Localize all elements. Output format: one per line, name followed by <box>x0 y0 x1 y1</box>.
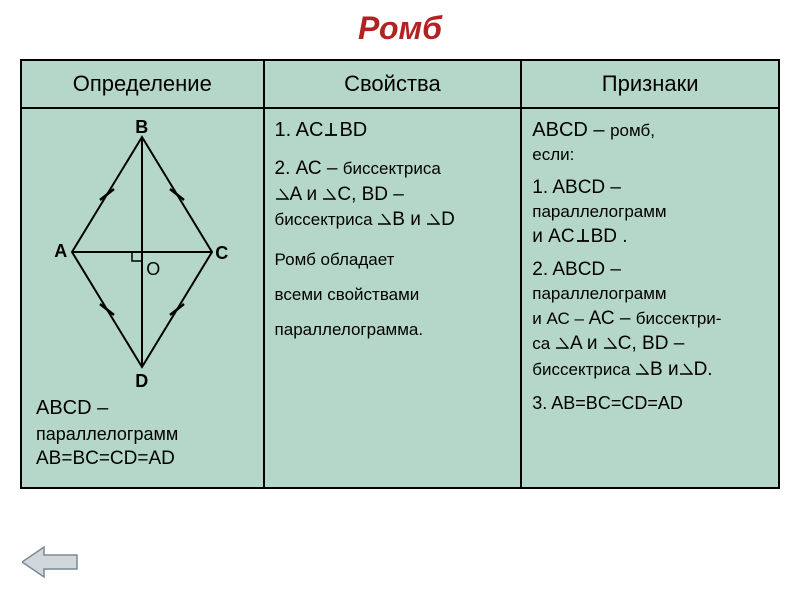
c2h: биссектриса <box>532 360 635 379</box>
c2a: 2. ABCD – <box>532 259 621 280</box>
c2j: D. <box>694 359 713 380</box>
prop1-post: BD <box>339 119 367 141</box>
prop2d: C, BD – <box>337 184 404 205</box>
definition-text: ABCD – параллелограмм AB=BC=CD=AD <box>32 395 253 472</box>
vertex-label-O: O <box>146 257 160 281</box>
rhombus-diagram: A B C D O <box>42 127 242 377</box>
angle-icon <box>322 188 336 200</box>
c2c: и АС – <box>532 309 588 328</box>
crit-h3: если: <box>532 145 574 164</box>
header-criteria: Признаки <box>521 60 779 108</box>
prop2b: биссектриса <box>343 159 441 178</box>
c2e: са <box>532 334 555 353</box>
c2d: биссектри- <box>636 309 722 328</box>
perp-icon <box>324 122 338 136</box>
header-definition: Определение <box>21 60 264 108</box>
angle-icon <box>679 363 693 375</box>
def-line3: AB=BC=CD=AD <box>36 448 175 469</box>
prop2a: 2. АС – <box>275 158 343 179</box>
def-line2: параллелограмм <box>36 424 178 444</box>
c1c: и AC <box>532 226 574 247</box>
criteria-cell: ABCD – ромб, если: 1. ABCD – параллелогр… <box>521 108 779 488</box>
prop3: Ромб обладает <box>275 249 511 272</box>
prop5: параллелограмма. <box>275 319 511 342</box>
angle-icon <box>426 213 440 225</box>
vertex-label-D: D <box>135 369 148 393</box>
perp-icon <box>576 228 590 242</box>
vertex-label-C: C <box>215 241 228 265</box>
definition-cell: A B C D O ABCD – параллелограмм AB=BC=CD… <box>21 108 264 488</box>
c1b: параллелограмм <box>532 202 666 221</box>
prop1-pre: 1. AC <box>275 119 324 141</box>
crit-h1: ABCD – <box>532 119 610 141</box>
header-properties: Свойства <box>264 60 522 108</box>
crit-h2: ромб, <box>610 121 655 140</box>
c2i: B и <box>650 359 679 380</box>
properties-cell: 1. ACBD 2. АС – биссектриса A и C, BD – … <box>264 108 522 488</box>
prop4: всеми свойствами <box>275 284 511 307</box>
back-arrow-button[interactable] <box>22 545 78 584</box>
c3: 3. AB=BC=CD=AD <box>532 393 683 413</box>
prop2e: биссектриса <box>275 210 378 229</box>
prop2f: B и <box>392 209 426 230</box>
c2g: C, BD – <box>618 333 685 354</box>
vertex-label-B: B <box>135 115 148 139</box>
c1a: 1. ABCD – <box>532 177 621 198</box>
arrow-left-icon <box>22 545 78 579</box>
angle-icon <box>555 337 569 349</box>
rhombus-svg <box>42 127 242 377</box>
c2cx: АС – <box>589 308 636 329</box>
c2f: A и <box>570 333 603 354</box>
c2b: параллелограмм <box>532 284 666 303</box>
page-title: Ромб <box>20 10 780 47</box>
rhombus-table: Определение Свойства Признаки <box>20 59 780 489</box>
vertex-label-A: A <box>54 239 67 263</box>
prop2g: D <box>441 209 455 230</box>
c1d: BD . <box>591 226 628 247</box>
angle-icon <box>275 188 289 200</box>
angle-icon <box>635 363 649 375</box>
def-line1: ABCD – <box>36 397 108 419</box>
angle-icon <box>603 337 617 349</box>
prop2c: A и <box>290 184 323 205</box>
angle-icon <box>377 213 391 225</box>
